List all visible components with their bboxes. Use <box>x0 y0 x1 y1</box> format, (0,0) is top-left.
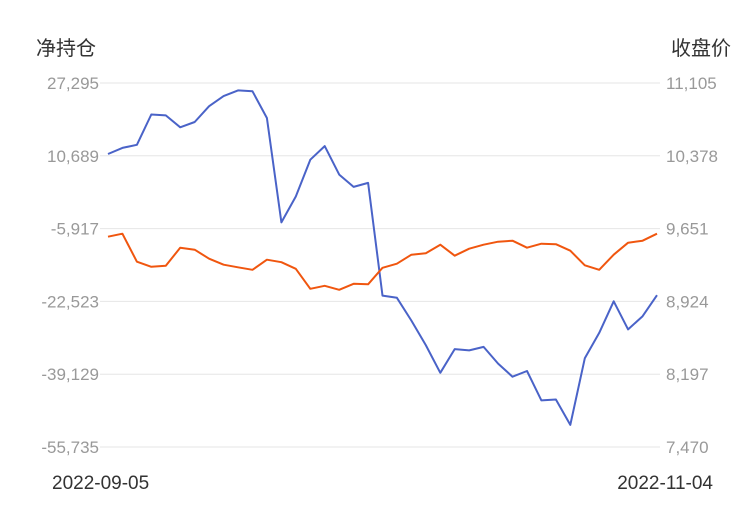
right-tick-label: 11,105 <box>666 74 717 93</box>
x-end-label: 2022-11-04 <box>617 473 713 494</box>
left-tick-label: 27,295 <box>47 74 99 93</box>
right-tick-label: 7,470 <box>666 438 709 457</box>
left-tick-label: -5,917 <box>51 220 99 239</box>
left-tick-label: -22,523 <box>41 292 99 311</box>
series-line-net-position <box>107 89 658 426</box>
left-tick-label: -55,735 <box>41 438 99 457</box>
left-tick-label: 10,689 <box>47 147 99 166</box>
left-axis: 27,295 10,689 -5,917 -22,523 -39,129 -55,735 <box>41 74 99 457</box>
right-axis: 11,105 10,378 9,651 8,924 8,197 7,470 <box>666 74 718 457</box>
left-axis-title: 净持仓 <box>36 37 96 60</box>
x-start-label: 2022-09-05 <box>52 473 149 494</box>
series-line-close-price <box>107 232 658 291</box>
left-tick-label: -39,129 <box>41 365 99 384</box>
right-tick-label: 8,197 <box>666 365 709 384</box>
right-axis-title: 收盘价 <box>671 37 731 60</box>
right-tick-label: 8,924 <box>666 292 709 311</box>
grid <box>100 82 660 448</box>
plot-area <box>107 89 658 426</box>
right-tick-label: 10,378 <box>666 147 718 166</box>
right-tick-label: 9,651 <box>666 220 709 239</box>
